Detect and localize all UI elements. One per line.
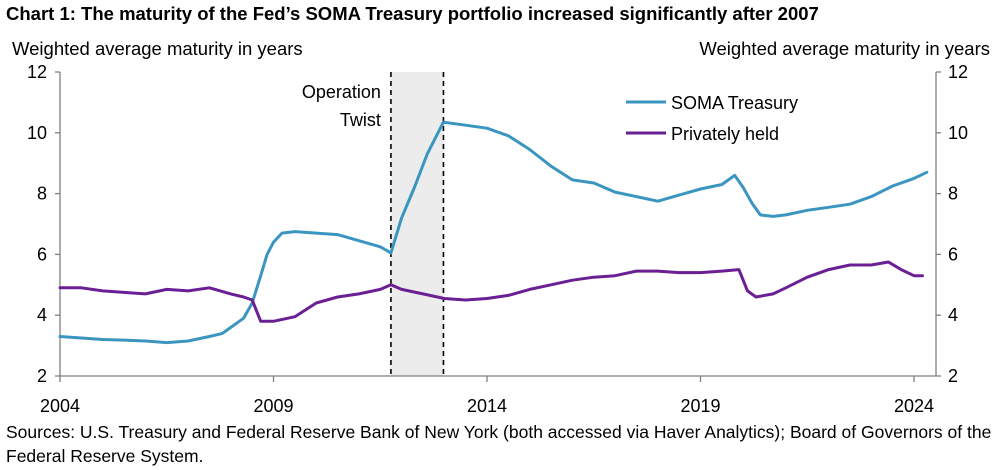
left-y-tick-label: 12	[27, 62, 47, 82]
legend: SOMA Treasury Privately held	[626, 93, 798, 144]
legend-label-soma-treasury: SOMA Treasury	[671, 93, 798, 113]
x-tick-label: 2014	[467, 396, 507, 416]
operation-twist-label-line: Operation	[302, 82, 381, 102]
x-tick-label: 2024	[894, 396, 934, 416]
annotation-layer: Operation Twist	[302, 72, 445, 376]
series-line-soma-treasury	[58, 120, 929, 345]
right-y-tick-label: 8	[948, 184, 958, 204]
left-y-tick-label: 10	[27, 123, 47, 143]
right-y-tick-label: 10	[948, 123, 968, 143]
right-y-tick-label: 6	[948, 244, 958, 264]
left-y-tick-label: 4	[37, 305, 47, 325]
left-y-tick-label: 2	[37, 366, 47, 386]
axes: 2 2 4 4 6 6 8 8 10 10 12 12 2004 2009 2014 2019 2024	[27, 62, 968, 416]
left-y-tick-label: 8	[37, 184, 47, 204]
legend-label-privately-held: Privately held	[671, 124, 779, 144]
series-layer	[58, 120, 929, 345]
chart-title: Chart 1: The maturity of the Fed’s SOMA …	[6, 3, 819, 24]
right-y-tick-label: 2	[948, 366, 958, 386]
x-tick-label: 2009	[253, 396, 293, 416]
right-y-tick-label: 4	[948, 305, 958, 325]
operation-twist-label-line: Twist	[340, 110, 381, 130]
right-axis-label: Weighted average maturity in years	[699, 38, 990, 59]
x-tick-label: 2004	[40, 396, 80, 416]
source-note: Sources: U.S. Treasury and Federal Reser…	[6, 422, 992, 466]
x-tick-label: 2019	[680, 396, 720, 416]
right-y-tick-label: 12	[948, 62, 968, 82]
left-y-tick-label: 6	[37, 244, 47, 264]
series-line-privately-held	[58, 260, 924, 323]
left-axis-label: Weighted average maturity in years	[12, 38, 303, 59]
